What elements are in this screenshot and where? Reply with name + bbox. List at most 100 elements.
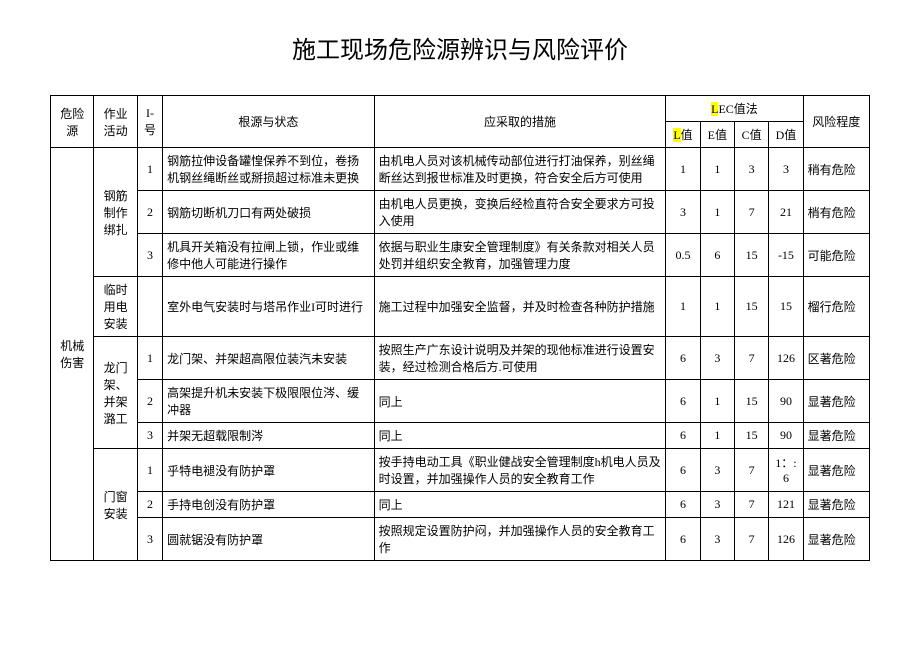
th-measure: 应采取的措施: [374, 96, 666, 148]
d-cell: 15: [769, 277, 803, 337]
th-d: D值: [769, 122, 803, 148]
l-cell: 6: [666, 449, 700, 492]
table-row: 2手持电创没有防护罩同上637121显著危险: [51, 492, 870, 518]
index-cell: 1: [137, 148, 162, 191]
th-l-text: 值: [681, 128, 693, 142]
source-cell: 机具开关箱没有拉闸上锁，作业或维修中他人可能进行操作: [163, 234, 375, 277]
risk-table: 危险源 作业活动 I-号 根源与状态 应采取的措施 LEC值法 风险程度 L值 …: [50, 95, 870, 561]
th-source: 根源与状态: [163, 96, 375, 148]
measure-cell: 依据与职业生康安全管理制度》有关条款对相关人员处罚并组织安全教育，加强管理力度: [374, 234, 666, 277]
measure-cell: 由机电人员对该机械传动部位进行打油保养，别丝绳断丝达到报世标准及时更换，符合安全…: [374, 148, 666, 191]
activity-cell: 钢筋制作绑扎: [94, 148, 137, 277]
e-cell: 3: [700, 492, 734, 518]
activity-cell: 龙门架、并架潞工: [94, 337, 137, 449]
index-cell: 3: [137, 423, 162, 449]
e-cell: 1: [700, 148, 734, 191]
table-row: 2高架提升机未安装下极限限位涔、缓冲器同上611590显著危险: [51, 380, 870, 423]
d-cell: 90: [769, 380, 803, 423]
risk-cell: 梢有危险: [803, 191, 869, 234]
risk-cell: 显著危险: [803, 449, 869, 492]
source-cell: 高架提升机未安装下极限限位涔、缓冲器: [163, 380, 375, 423]
source-cell: 钢筋切断机刀口有两处破损: [163, 191, 375, 234]
risk-cell: 显著危险: [803, 380, 869, 423]
index-cell: 1: [137, 337, 162, 380]
c-cell: 7: [734, 449, 768, 492]
th-e: E值: [700, 122, 734, 148]
activity-cell: 临时用电安装: [94, 277, 137, 337]
l-cell: 6: [666, 380, 700, 423]
c-cell: 7: [734, 492, 768, 518]
risk-cell: 区著危险: [803, 337, 869, 380]
measure-cell: 同上: [374, 380, 666, 423]
d-cell: 21: [769, 191, 803, 234]
th-l: L值: [666, 122, 700, 148]
c-cell: 15: [734, 234, 768, 277]
measure-cell: 按手持电动工具《职业健战安全管理制度h机电人员及时设置，并加强操作人员的安全教育…: [374, 449, 666, 492]
source-cell: 钢筋拉伸设备罐惶保养不到位，卷扬机钢丝绳断丝或掰损超过标准未更换: [163, 148, 375, 191]
source-cell: 室外电气安装时与塔吊作业I可时进行: [163, 277, 375, 337]
e-cell: 1: [700, 380, 734, 423]
highlight-icon: L: [673, 128, 680, 142]
c-cell: 15: [734, 380, 768, 423]
risk-cell: 可能危险: [803, 234, 869, 277]
e-cell: 3: [700, 449, 734, 492]
source-cell: 龙门架、并架超高限位装汽未安装: [163, 337, 375, 380]
d-cell: 1：:6: [769, 449, 803, 492]
e-cell: 1: [700, 277, 734, 337]
table-row: 门窗安装1乎特电褪没有防护罩按手持电动工具《职业健战安全管理制度h机电人员及时设…: [51, 449, 870, 492]
table-row: 临时用电安装室外电气安装时与塔吊作业I可时进行施工过程中加强安全监督，并及时检查…: [51, 277, 870, 337]
risk-cell: 稍有危险: [803, 148, 869, 191]
source-cell: 圆就锯没有防护罩: [163, 518, 375, 561]
c-cell: 7: [734, 518, 768, 561]
header-row-1: 危险源 作业活动 I-号 根源与状态 应采取的措施 LEC值法 风险程度: [51, 96, 870, 122]
measure-cell: 同上: [374, 492, 666, 518]
source-cell: 并架无超载限制涔: [163, 423, 375, 449]
l-cell: 6: [666, 518, 700, 561]
risk-cell: 显著危险: [803, 492, 869, 518]
l-cell: 3: [666, 191, 700, 234]
l-cell: 1: [666, 277, 700, 337]
index-cell: 2: [137, 492, 162, 518]
th-lec-group: LEC值法: [666, 96, 803, 122]
risk-cell: 显著危险: [803, 518, 869, 561]
th-risk: 风险程度: [803, 96, 869, 148]
l-cell: 1: [666, 148, 700, 191]
th-hazard: 危险源: [51, 96, 94, 148]
index-cell: 2: [137, 380, 162, 423]
e-cell: 3: [700, 337, 734, 380]
measure-cell: 按照规定设置防护闷，并加强操作人员的安全教育工作: [374, 518, 666, 561]
c-cell: 7: [734, 191, 768, 234]
table-body: 机械伤害钢筋制作绑扎1钢筋拉伸设备罐惶保养不到位，卷扬机钢丝绳断丝或掰损超过标准…: [51, 148, 870, 561]
measure-cell: 同上: [374, 423, 666, 449]
table-row: 3机具开关箱没有拉闸上锁，作业或维修中他人可能进行操作依据与职业生康安全管理制度…: [51, 234, 870, 277]
index-cell: 1: [137, 449, 162, 492]
c-cell: 15: [734, 277, 768, 337]
d-cell: 126: [769, 337, 803, 380]
th-activity: 作业活动: [94, 96, 137, 148]
e-cell: 6: [700, 234, 734, 277]
table-row: 机械伤害钢筋制作绑扎1钢筋拉伸设备罐惶保养不到位，卷扬机钢丝绳断丝或掰损超过标准…: [51, 148, 870, 191]
table-row: 2钢筋切断机刀口有两处破损由机电人员更换，变换后经检直符合安全要求方可投入使用3…: [51, 191, 870, 234]
measure-cell: 由机电人员更换，变换后经检直符合安全要求方可投入使用: [374, 191, 666, 234]
page-title: 施工现场危险源辨识与风险评价: [50, 30, 870, 65]
table-row: 3并架无超载限制涔同上611590显著危险: [51, 423, 870, 449]
l-cell: 6: [666, 492, 700, 518]
c-cell: 3: [734, 148, 768, 191]
hazard-cell: 机械伤害: [51, 148, 94, 561]
risk-cell: 显著危险: [803, 423, 869, 449]
d-cell: -15: [769, 234, 803, 277]
activity-cell: 门窗安装: [94, 449, 137, 561]
source-cell: 手持电创没有防护罩: [163, 492, 375, 518]
l-cell: 6: [666, 337, 700, 380]
table-row: 3圆就锯没有防护罩按照规定设置防护闷，并加强操作人员的安全教育工作637126显…: [51, 518, 870, 561]
d-cell: 121: [769, 492, 803, 518]
d-cell: 126: [769, 518, 803, 561]
d-cell: 90: [769, 423, 803, 449]
measure-cell: 施工过程中加强安全监督，并及时检查各种防护措施: [374, 277, 666, 337]
measure-cell: 按照生产广东设计说明及并架的现他标准进行设置安装，经过检测合格后方.可使用: [374, 337, 666, 380]
th-c: C值: [734, 122, 768, 148]
source-cell: 乎特电褪没有防护罩: [163, 449, 375, 492]
index-cell: [137, 277, 162, 337]
l-cell: 0.5: [666, 234, 700, 277]
risk-cell: 榴行危险: [803, 277, 869, 337]
